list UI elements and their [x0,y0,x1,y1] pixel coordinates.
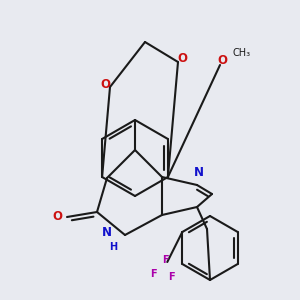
Text: N: N [102,226,112,239]
Text: N: N [194,167,204,179]
Text: CH₃: CH₃ [233,48,251,58]
Text: F: F [150,269,157,279]
Text: F: F [168,272,175,282]
Text: O: O [177,52,187,64]
Text: H: H [109,242,117,252]
Text: F: F [162,255,169,265]
Text: O: O [52,211,62,224]
Text: O: O [100,77,110,91]
Text: O: O [217,55,227,68]
